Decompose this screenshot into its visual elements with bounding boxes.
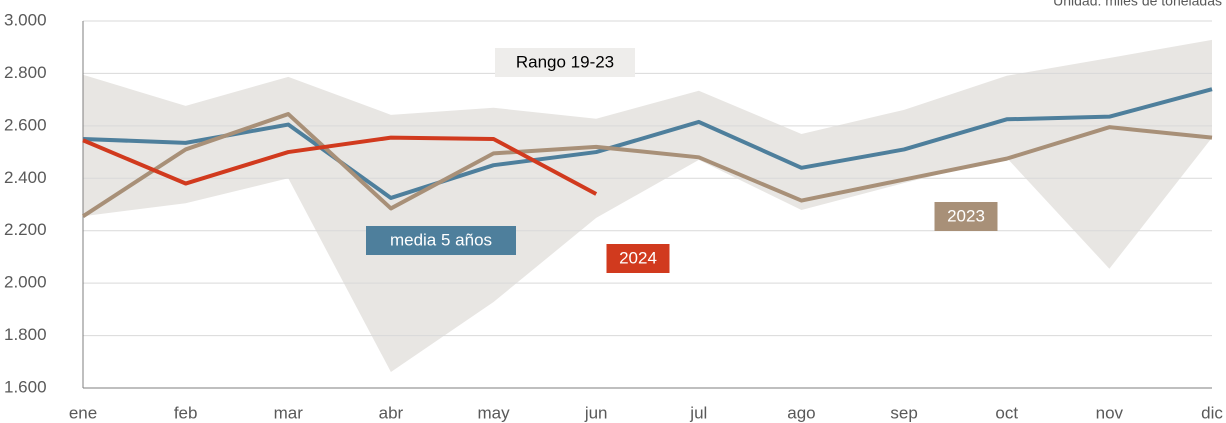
- series-label-box: [366, 226, 516, 255]
- x-tick-label: mar: [274, 403, 304, 422]
- range-band: [83, 39, 1212, 373]
- x-tick-label: jul: [689, 403, 707, 422]
- x-tick-label: dic: [1201, 403, 1223, 422]
- x-tick-label: sep: [890, 403, 917, 422]
- x-tick-label: nov: [1096, 403, 1124, 422]
- y-tick-label: 1.600: [4, 377, 47, 396]
- series-line: [81, 112, 1213, 218]
- band-label: Rango 19-23: [516, 52, 614, 71]
- x-tick-label: abr: [379, 403, 404, 422]
- y-tick-label: 3.000: [4, 10, 47, 29]
- y-tick-label: 1.800: [4, 325, 47, 344]
- y-tick-label: 2.000: [4, 273, 47, 292]
- series-label: media 5 años: [390, 230, 492, 249]
- x-tick-label: ago: [787, 403, 815, 422]
- unit-note: Unidad: miles de toneladas: [1053, 0, 1222, 9]
- series-line: [82, 87, 1213, 200]
- x-tick-label: oct: [995, 403, 1018, 422]
- x-tick-label: may: [477, 403, 510, 422]
- series-label-box: [934, 202, 998, 231]
- x-tick-label: feb: [174, 403, 198, 422]
- x-tick-label: jun: [584, 403, 608, 422]
- y-tick-label: 2.200: [4, 220, 47, 239]
- band-label-box: [495, 48, 635, 77]
- series-line: [82, 135, 598, 196]
- x-tick-label: ene: [69, 403, 97, 422]
- series-label-box: [606, 244, 670, 273]
- series-label: 2024: [619, 248, 657, 267]
- y-tick-label: 2.800: [4, 63, 47, 82]
- y-tick-label: 2.600: [4, 115, 47, 134]
- series-label: 2023: [947, 206, 985, 225]
- y-tick-label: 2.400: [4, 168, 47, 187]
